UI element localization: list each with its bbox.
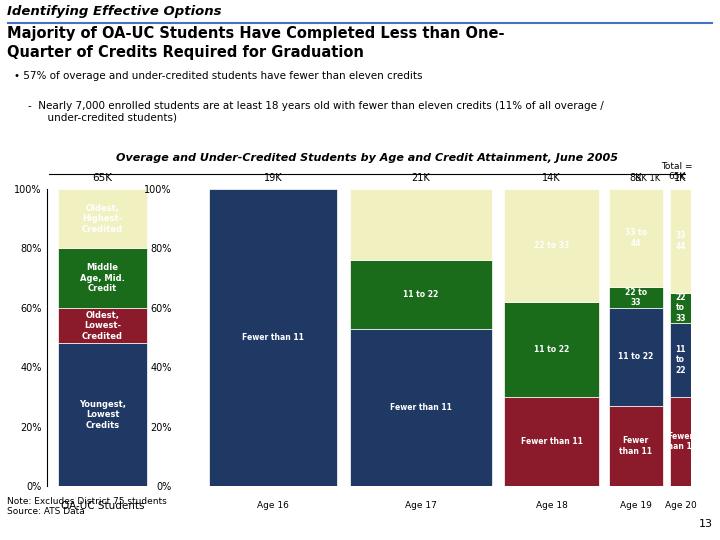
Text: 3K 1K: 3K 1K bbox=[636, 174, 660, 183]
Bar bbox=[608, 308, 662, 406]
Text: Middle
Age, Mid.
Credit: Middle Age, Mid. Credit bbox=[80, 263, 125, 293]
Text: -  Nearly 7,000 enrolled students are at least 18 years old with fewer than elev: - Nearly 7,000 enrolled students are at … bbox=[28, 102, 604, 123]
Text: Fewer than 11: Fewer than 11 bbox=[390, 403, 452, 412]
Text: Overage and Under-Credited Students by Age and Credit Attainment, June 2005: Overage and Under-Credited Students by A… bbox=[116, 153, 618, 163]
Text: 65K: 65K bbox=[93, 173, 112, 183]
Bar bbox=[670, 189, 690, 293]
Text: 8K: 8K bbox=[629, 173, 642, 183]
Bar bbox=[58, 308, 148, 343]
Text: Majority of OA-UC Students Have Completed Less than One-
Quarter of Credits Requ: Majority of OA-UC Students Have Complete… bbox=[7, 26, 505, 60]
Bar bbox=[350, 260, 492, 328]
Text: Fewer than 11: Fewer than 11 bbox=[242, 333, 304, 342]
Text: Age 20: Age 20 bbox=[665, 501, 696, 510]
Bar bbox=[608, 287, 662, 308]
Text: Age 16: Age 16 bbox=[257, 501, 289, 510]
Text: OA-UC Students: OA-UC Students bbox=[61, 501, 144, 511]
Text: 1K: 1K bbox=[674, 173, 687, 183]
Text: • 57% of overage and under-credited students have fewer than eleven credits: • 57% of overage and under-credited stud… bbox=[14, 71, 423, 82]
Bar bbox=[58, 189, 148, 248]
Bar bbox=[504, 397, 599, 486]
Text: 13: 13 bbox=[699, 519, 713, 529]
Text: 22 to
33: 22 to 33 bbox=[624, 288, 647, 307]
Bar bbox=[350, 328, 492, 486]
Bar bbox=[504, 302, 599, 397]
Text: 33
44: 33 44 bbox=[675, 231, 685, 251]
Text: 11 to 22: 11 to 22 bbox=[403, 290, 438, 299]
Text: 14K: 14K bbox=[542, 173, 561, 183]
Text: Note: Excludes District 75 students
Source: ATS Data: Note: Excludes District 75 students Sour… bbox=[7, 497, 167, 516]
Bar bbox=[608, 189, 662, 287]
Text: Oldest,
Lowest-
Credited: Oldest, Lowest- Credited bbox=[82, 310, 123, 341]
Text: Total =
65K: Total = 65K bbox=[661, 162, 693, 181]
Text: Youngest,
Lowest
Credits: Youngest, Lowest Credits bbox=[79, 400, 126, 430]
Bar bbox=[608, 406, 662, 486]
Bar bbox=[58, 343, 148, 486]
Bar bbox=[670, 397, 690, 486]
Text: 11 to 22: 11 to 22 bbox=[534, 345, 569, 354]
Text: Fewer than 11: Fewer than 11 bbox=[521, 437, 582, 446]
Bar bbox=[504, 189, 599, 302]
Text: 21K: 21K bbox=[412, 173, 431, 183]
Text: 11
to
22: 11 to 22 bbox=[675, 345, 685, 375]
Text: Oldest,
Highest-
Credited: Oldest, Highest- Credited bbox=[82, 204, 123, 234]
Text: Fewer
than 11: Fewer than 11 bbox=[619, 436, 652, 456]
Text: 33 to
44: 33 to 44 bbox=[624, 228, 647, 248]
Text: Age 17: Age 17 bbox=[405, 501, 437, 510]
Bar bbox=[670, 322, 690, 397]
Text: 19K: 19K bbox=[264, 173, 282, 183]
Text: 11 to 22: 11 to 22 bbox=[618, 352, 653, 361]
Text: Fewer
than 11: Fewer than 11 bbox=[664, 432, 697, 451]
Bar bbox=[350, 189, 492, 260]
Text: Age 19: Age 19 bbox=[620, 501, 652, 510]
Text: 22
to
33: 22 to 33 bbox=[675, 293, 685, 323]
Text: Identifying Effective Options: Identifying Effective Options bbox=[7, 5, 222, 18]
Text: 22 to 33: 22 to 33 bbox=[534, 241, 569, 250]
Text: Age 18: Age 18 bbox=[536, 501, 567, 510]
Bar bbox=[58, 248, 148, 308]
Bar bbox=[670, 293, 690, 322]
